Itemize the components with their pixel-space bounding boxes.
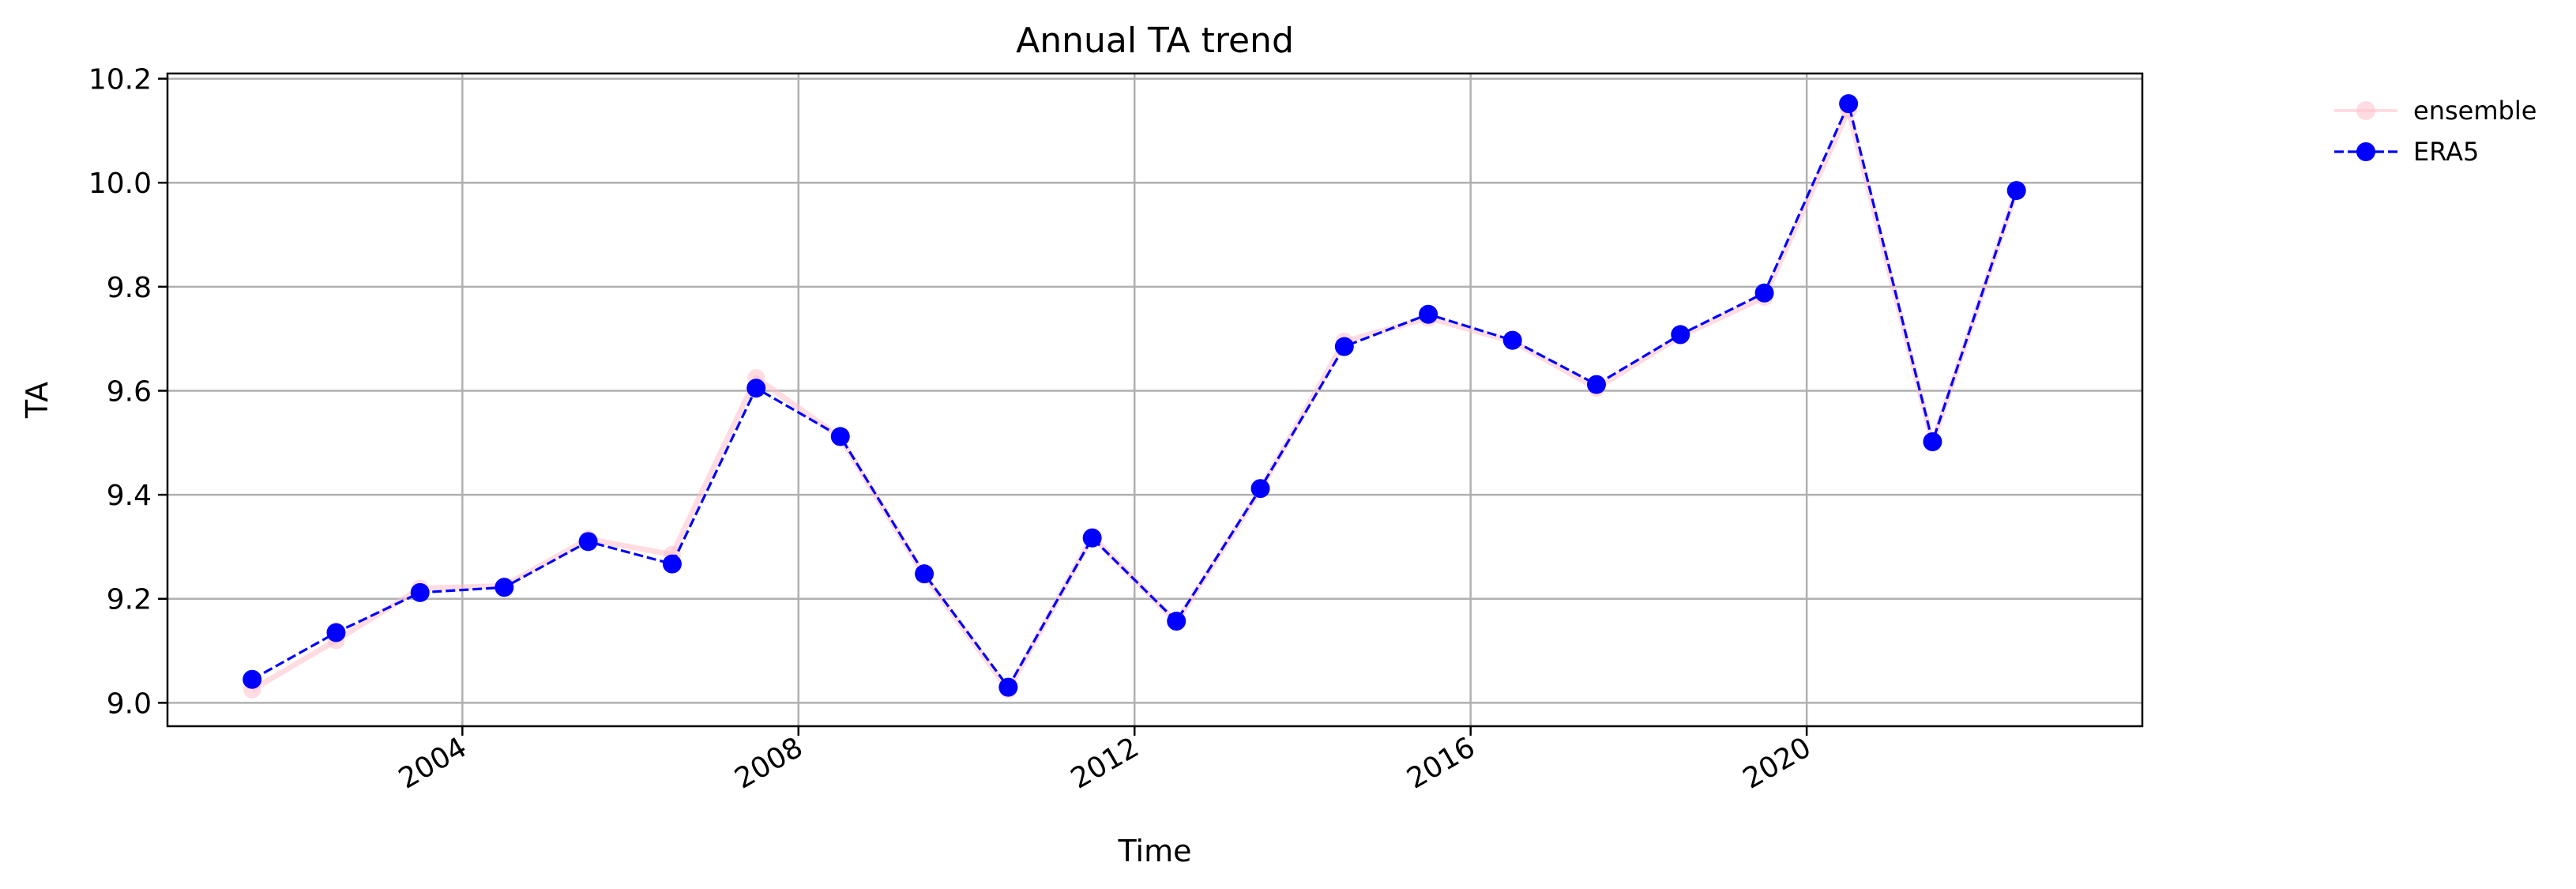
data-point-era5 xyxy=(1167,612,1186,631)
data-point-era5 xyxy=(1250,479,1270,499)
legend-label-era5: ERA5 xyxy=(2413,137,2479,167)
y-tick-label: 9.4 xyxy=(107,480,152,512)
x-axis-label: Time xyxy=(1118,834,1192,868)
data-point-era5 xyxy=(1419,304,1438,324)
data-point-era5 xyxy=(1839,94,1859,114)
data-point-era5 xyxy=(1082,528,1102,548)
series-layer xyxy=(243,94,2026,699)
y-tick-label: 10.0 xyxy=(88,168,152,200)
data-point-era5 xyxy=(746,379,766,398)
data-point-era5 xyxy=(243,669,262,689)
data-point-era5 xyxy=(410,582,430,602)
y-tick-label: 9.0 xyxy=(107,687,152,720)
data-point-era5 xyxy=(998,677,1018,697)
data-point-era5 xyxy=(2006,181,2026,201)
data-point-era5 xyxy=(1923,431,1942,451)
y-tick-label: 9.6 xyxy=(107,375,152,408)
y-tick-label: 9.8 xyxy=(107,272,152,304)
data-point-era5 xyxy=(662,554,682,574)
legend-label-ensemble: ensemble xyxy=(2413,96,2537,126)
legend: ensemble ERA5 xyxy=(2334,96,2537,167)
data-point-era5 xyxy=(1334,337,1354,356)
data-point-era5 xyxy=(1586,375,1606,394)
y-axis-label: TA xyxy=(20,382,55,419)
legend-marker-ensemble xyxy=(2356,101,2375,120)
data-point-era5 xyxy=(578,532,598,552)
data-point-era5 xyxy=(326,623,346,642)
data-point-era5 xyxy=(1671,325,1690,345)
y-tick-label: 10.2 xyxy=(88,64,152,96)
series-line-era5 xyxy=(251,102,2018,689)
data-point-era5 xyxy=(915,564,935,584)
plot-frame xyxy=(166,72,2144,728)
data-point-era5 xyxy=(1502,330,1522,350)
data-point-era5 xyxy=(495,578,514,597)
y-tick-label: 9.2 xyxy=(107,584,152,616)
legend-marker-era5 xyxy=(2356,142,2375,161)
data-point-era5 xyxy=(1754,283,1774,303)
data-point-era5 xyxy=(830,427,850,446)
chart-title: Annual TA trend xyxy=(1016,21,1294,61)
